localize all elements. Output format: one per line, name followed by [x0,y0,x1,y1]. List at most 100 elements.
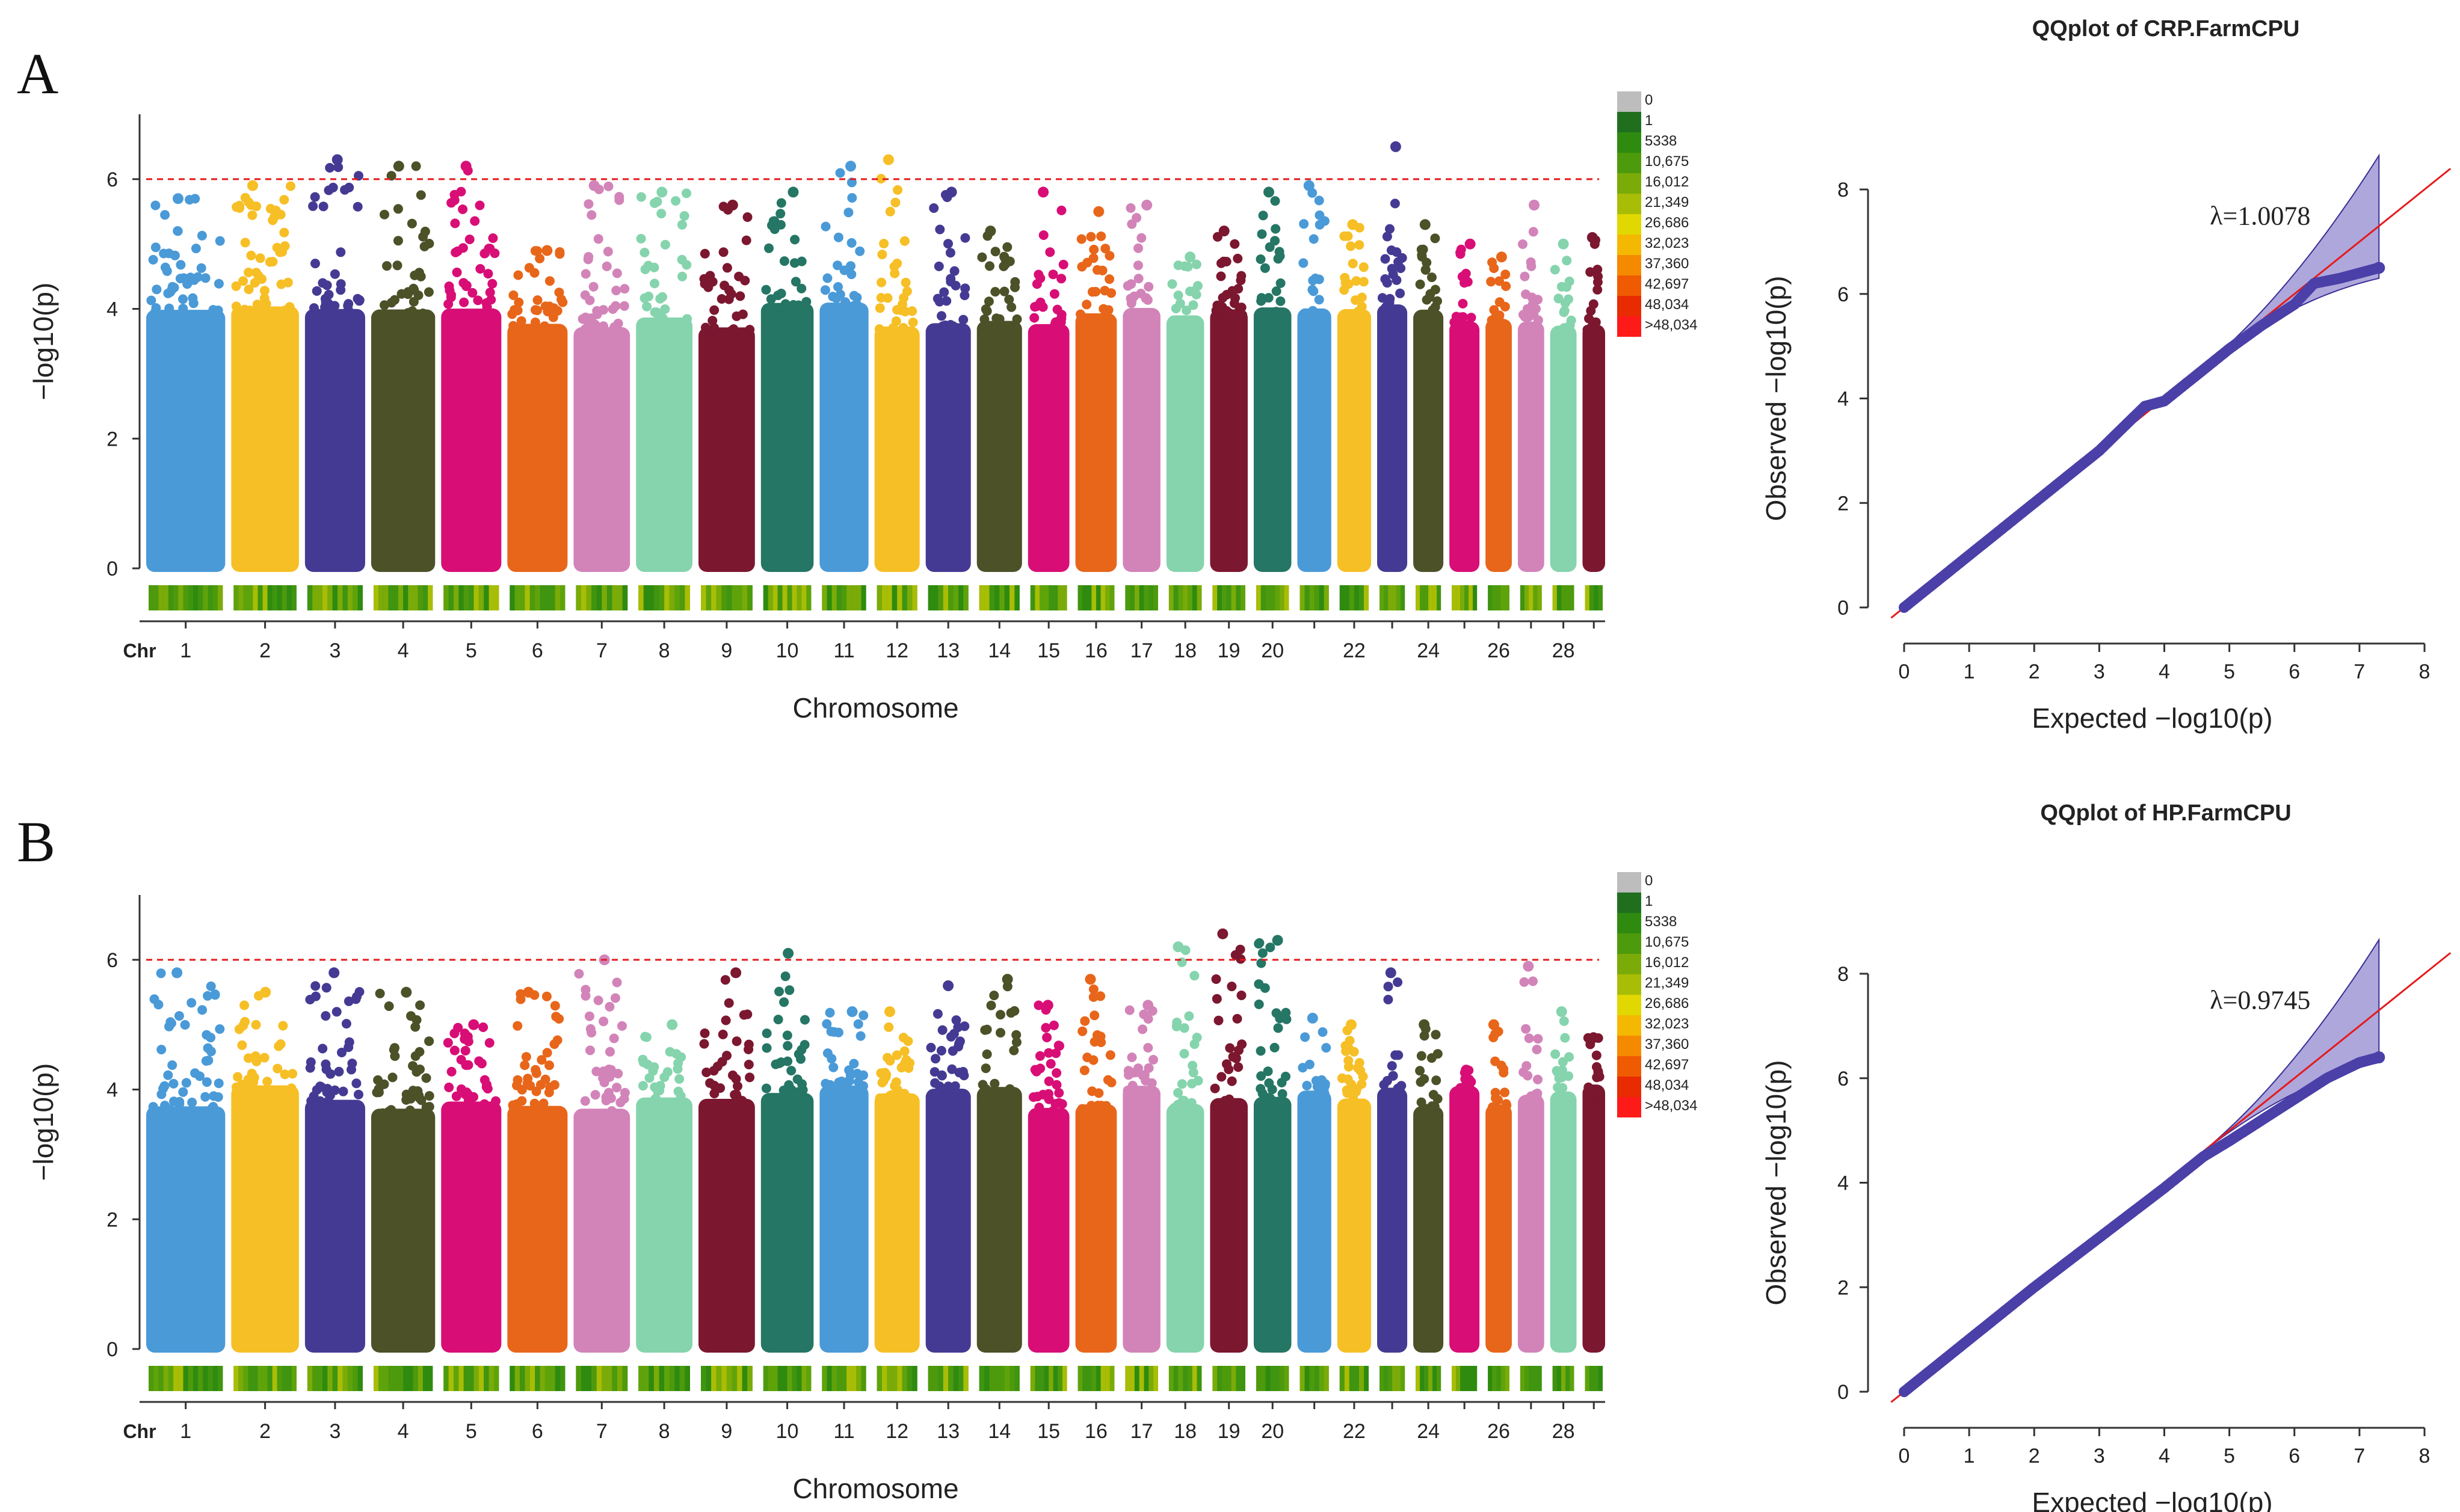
density-stripe [979,1366,985,1391]
snp-point [707,316,718,326]
snp-point [252,300,262,310]
snp-point [1559,306,1570,316]
density-stripe [1109,1366,1115,1391]
snp-points [146,141,1605,572]
density-stripe [772,585,778,610]
snp-point [610,993,620,1003]
snp-point [451,247,461,257]
snp-point [733,334,744,345]
snp-point [176,260,186,270]
density-stripe [357,585,363,610]
snp-point [717,294,727,304]
chromosome-points-21 [1297,180,1331,572]
snp-point [449,189,460,200]
snp-point [790,311,800,321]
snp-point [1395,288,1405,298]
qq-x-tick-label: 7 [2354,1445,2365,1467]
snp-point [638,1081,648,1091]
snp-point [1232,313,1242,324]
snp-point [603,247,613,257]
qq-y-axis-title-text: Observed −log10(p) [1760,276,1792,521]
snp-point [981,1063,991,1074]
snp-point [888,323,898,333]
snp-point [174,1011,184,1021]
density-stripe [1416,1366,1420,1391]
snp-cloud [1028,1108,1070,1353]
snp-point [535,253,545,263]
snp-point [1309,286,1319,297]
qq-title: QQplot of HP.FarmCPU [2040,801,2291,826]
snp-point [1354,240,1364,250]
snp-point [456,1084,466,1094]
density-stripe [1388,585,1393,610]
snp-cloud [507,324,568,572]
density-stripe [1222,1366,1227,1391]
snp-point [790,235,800,245]
snp-point [1258,211,1268,221]
density-stripe [846,585,852,610]
snp-point [1256,1071,1266,1081]
legend-swatch [1617,1036,1641,1056]
snp-point [726,333,736,343]
density-stripe [948,585,954,610]
snp-point [244,268,254,277]
snp-point [449,1045,460,1056]
snp-point [1591,317,1601,327]
snp-point [776,198,786,208]
density-stripe [711,1366,717,1391]
snp-point [731,1074,741,1084]
snp-cloud [925,1089,971,1353]
chromosome-label: 14 [988,1420,1011,1443]
density-stripe [701,1366,706,1391]
snp-point [1106,288,1117,298]
chromosome-points-14 [976,974,1022,1353]
density-stripe [327,1366,333,1391]
snp-point [1216,317,1226,327]
density-stripe [1109,585,1115,610]
density-stripe [1589,585,1594,610]
snp-cloud [1550,325,1577,572]
snp-point [890,268,900,278]
snp-point [1337,1107,1348,1117]
snp-point [1553,332,1563,342]
snp-point [415,1065,425,1074]
snp-point [700,1107,710,1117]
snp-point [1348,259,1358,269]
snp-point [1056,274,1067,284]
snp-cloud [1413,309,1444,572]
snp-point [197,230,207,241]
density-stripe [1082,585,1087,610]
density-stripe [353,585,358,610]
snp-point [785,985,795,995]
density-stripe [248,585,253,610]
snp-point [718,1030,728,1039]
snp-peak-point [730,967,742,979]
snp-point [1213,1015,1224,1025]
snp-point [555,249,565,259]
snp-point [1004,295,1014,304]
chromosome-points-2 [231,180,299,572]
snp-point [769,1101,779,1111]
density-stripe [892,585,898,610]
snp-point [1183,262,1193,272]
snp-point [655,1081,665,1091]
density-stripe [912,585,917,610]
legend-label: 10,675 [1645,934,1689,950]
snp-peak-point [1093,206,1105,217]
snp-point [424,287,434,297]
snp-point [1093,265,1102,275]
density-stripe [1144,585,1149,610]
chromosome-points-10 [760,186,814,572]
density-stripe [958,1366,964,1391]
density-stripe [1561,1366,1566,1391]
snp-peak-point [1464,238,1476,250]
snp-point [375,988,385,998]
snp-point [512,1080,522,1090]
density-stripe [1456,585,1461,610]
density-stripe [544,1366,550,1391]
snp-point [800,1040,810,1050]
snp-peak-point [1556,1006,1567,1018]
snp-point [1499,327,1509,337]
density-stripe [1100,585,1106,610]
